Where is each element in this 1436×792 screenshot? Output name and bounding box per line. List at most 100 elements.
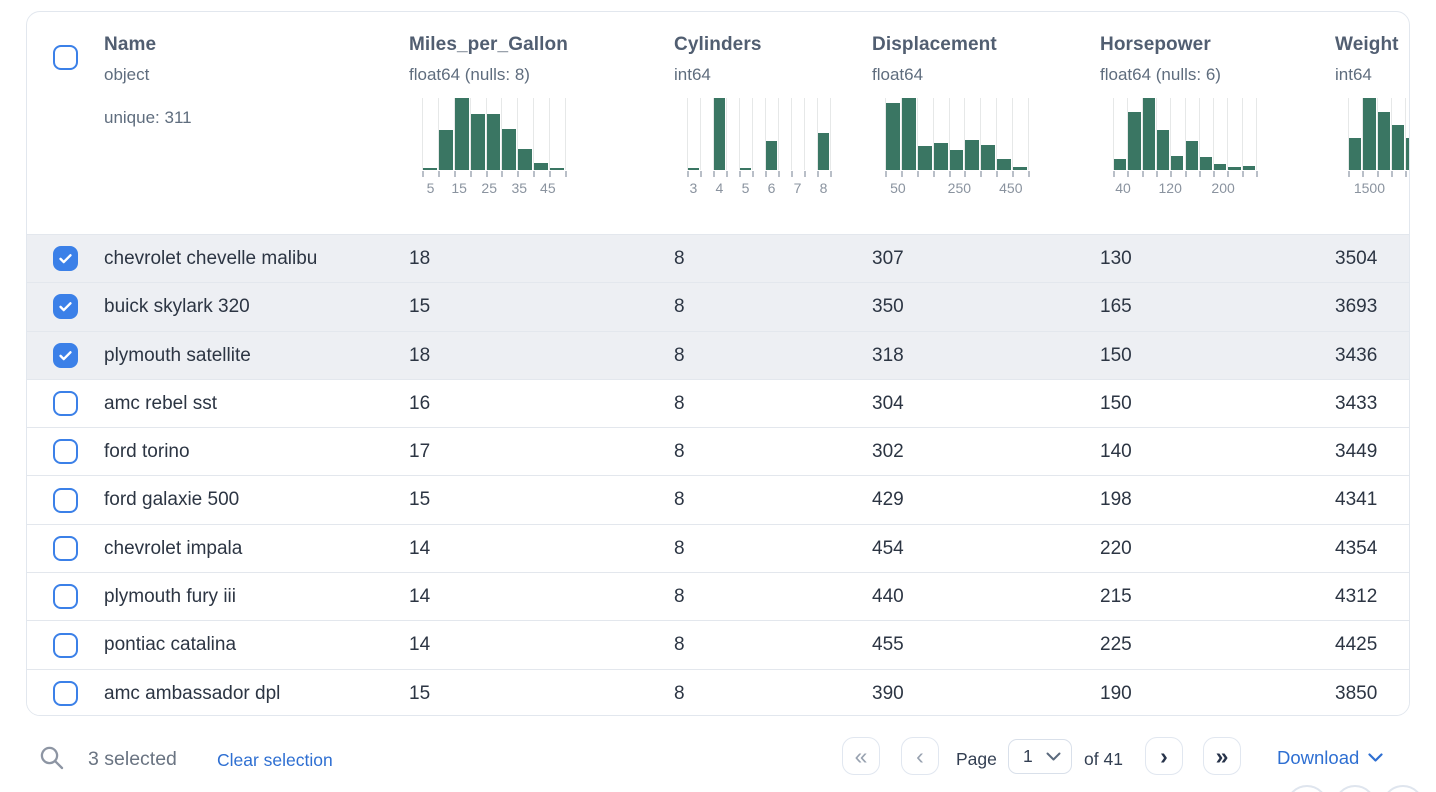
row-checkbox[interactable] [53, 487, 78, 513]
column-histogram-disp: 50 250 450 [885, 98, 1030, 196]
histogram-gridline [1348, 98, 1349, 170]
cell-cyl: 8 [674, 489, 685, 511]
row-checkbox[interactable] [53, 246, 78, 272]
axis-tick-label: 450 [999, 180, 1023, 196]
cell-weight: 3504 [1335, 248, 1378, 269]
histogram-bar [1377, 112, 1390, 170]
cell-mpg: 17 [409, 441, 431, 463]
histogram-gridline [765, 98, 766, 170]
histogram-gridline [980, 98, 982, 170]
histogram-gridline [739, 98, 740, 170]
column-header-disp[interactable]: Displacement float64 50 250 450 [872, 12, 1100, 233]
cell-weight: 4312 [1335, 586, 1378, 608]
histogram-axis-ticks [422, 170, 567, 178]
cell-hp: 190 [1100, 682, 1132, 704]
axis-tick [1405, 171, 1408, 177]
select-all-checkbox[interactable] [53, 45, 78, 70]
histogram-gridline [948, 98, 950, 170]
axis-tick [485, 171, 488, 177]
column-dtype: float64 (nulls: 6) [1100, 65, 1221, 84]
histogram-gridline [687, 98, 688, 170]
table-row: pontiac catalina 14 8 455 225 4425 [27, 620, 1409, 669]
histogram-bar [740, 167, 751, 170]
row-checkbox[interactable] [53, 439, 78, 465]
prev-page-button[interactable]: ‹ [901, 737, 939, 775]
axis-tick [778, 171, 780, 177]
histogram-gridline [830, 98, 831, 170]
row-checkbox[interactable] [53, 535, 78, 561]
axis-tick [533, 171, 536, 177]
clear-selection-link[interactable]: Clear selection [217, 750, 333, 770]
download-button[interactable]: Download [1277, 747, 1383, 769]
row-checkbox[interactable] [53, 680, 78, 706]
column-histogram-weight: 15003500 [1348, 98, 1409, 196]
cell-mpg: 15 [409, 682, 431, 704]
column-header-cyl[interactable]: Cylinders int64 3 4 5 6 7 8 [674, 12, 872, 233]
axis-tick [1362, 171, 1365, 177]
histogram-gridline [1028, 98, 1029, 170]
histogram-axis-ticks [885, 170, 1030, 178]
histogram-gridline [437, 98, 439, 170]
axis-tick [1198, 171, 1201, 177]
histogram-gridline [804, 98, 805, 170]
table-row: ford galaxie 500 15 8 429 198 4341 [27, 475, 1409, 524]
cell-name: pontiac catalina [104, 634, 237, 656]
first-page-button[interactable]: « [842, 737, 880, 775]
cell-hp: 150 [1100, 392, 1132, 414]
cell-mpg: 15 [409, 489, 431, 511]
row-checkbox[interactable] [53, 342, 78, 368]
histogram-bar [714, 98, 725, 170]
column-header-hp[interactable]: Horsepower float64 (nulls: 6) 40 120 200 [1100, 12, 1335, 233]
axis-tick-label: 40 [1115, 180, 1131, 196]
axis-tick [501, 171, 504, 177]
row-checkbox[interactable] [53, 294, 78, 320]
hidden-action-button[interactable] [1334, 785, 1376, 792]
row-checkbox[interactable] [53, 632, 78, 658]
cell-hp: 165 [1100, 296, 1132, 318]
axis-tick [1012, 171, 1015, 177]
axis-tick [996, 171, 999, 177]
histogram-gridline [1256, 98, 1257, 170]
axis-tick [1028, 171, 1030, 177]
axis-tick-label: 25 [481, 180, 497, 196]
axis-tick [687, 171, 689, 177]
cell-disp: 454 [872, 537, 904, 559]
histogram-bar [818, 132, 829, 170]
row-checkbox[interactable] [53, 391, 78, 417]
histogram-gridline [1405, 98, 1407, 170]
cell-weight: 4341 [1335, 489, 1378, 511]
column-histogram-cyl: 3 4 5 6 7 8 [687, 98, 832, 196]
cell-name: buick skylark 320 [104, 296, 250, 318]
column-header-mpg[interactable]: Miles_per_Gallon float64 (nulls: 8) 5 15 25 3… [409, 12, 674, 233]
axis-tick-label: 5 [426, 180, 435, 196]
histogram-gridline [817, 98, 818, 170]
column-header-name[interactable]: Name object unique: 311 [104, 12, 409, 233]
histogram-axis-ticks [1348, 170, 1409, 178]
column-title: Weight [1335, 34, 1399, 55]
column-histogram-hp: 40 120 200 [1113, 98, 1258, 196]
table-row: plymouth fury iii 14 8 440 215 4312 [27, 572, 1409, 621]
cell-mpg: 18 [409, 248, 431, 269]
cell-mpg: 14 [409, 537, 431, 559]
histogram-axis-ticks [1113, 170, 1258, 178]
axis-tick [885, 171, 887, 177]
histogram-plot [422, 98, 566, 170]
hidden-action-button[interactable] [1286, 785, 1328, 792]
histogram-gridline [1012, 98, 1014, 170]
next-page-button[interactable]: › [1145, 737, 1183, 775]
cell-cyl: 8 [674, 296, 685, 318]
last-page-button[interactable]: » [1203, 737, 1241, 775]
cell-disp: 304 [872, 392, 904, 414]
check-icon [59, 302, 72, 312]
histogram-bar [1171, 155, 1184, 170]
histogram-bar [1199, 157, 1213, 170]
cell-hp: 198 [1100, 489, 1132, 511]
row-checkbox[interactable] [53, 584, 78, 610]
search-icon[interactable] [39, 745, 65, 771]
hidden-action-button[interactable] [1382, 785, 1424, 792]
axis-tick-label: 8 [819, 180, 828, 196]
axis-tick [549, 171, 552, 177]
column-header-weight[interactable]: Weight int64 15003500 [1335, 12, 1409, 233]
column-title: Horsepower [1100, 34, 1211, 55]
page-select[interactable]: 1 [1008, 739, 1072, 774]
